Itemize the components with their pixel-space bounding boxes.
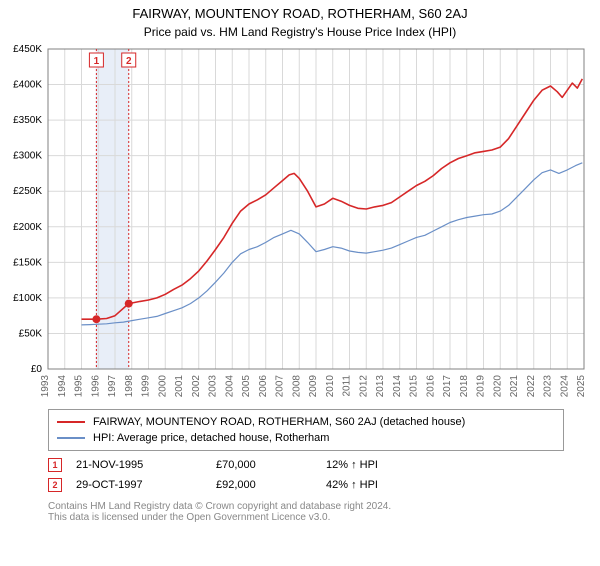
svg-text:2015: 2015 [409, 375, 420, 398]
svg-text:2013: 2013 [375, 375, 386, 398]
svg-text:2021: 2021 [509, 375, 520, 398]
sale-row: 1 21-NOV-1995£70,00012% ↑ HPI [48, 455, 564, 475]
footer-line-2: This data is licensed under the Open Gov… [48, 512, 564, 523]
svg-text:£350K: £350K [13, 115, 42, 126]
svg-text:2012: 2012 [358, 375, 369, 398]
sale-marker: 2 [48, 478, 62, 492]
svg-text:2008: 2008 [291, 375, 302, 398]
svg-text:£150K: £150K [13, 257, 42, 268]
sale-hpi: 42% ↑ HPI [326, 479, 426, 491]
svg-text:2003: 2003 [208, 375, 219, 398]
sale-date: 21-NOV-1995 [76, 459, 216, 471]
svg-text:2018: 2018 [459, 375, 470, 398]
svg-text:2006: 2006 [258, 375, 269, 398]
legend-item: FAIRWAY, MOUNTENOY ROAD, ROTHERHAM, S60 … [57, 414, 555, 430]
svg-text:£450K: £450K [13, 44, 42, 55]
legend-label: HPI: Average price, detached house, Roth… [93, 432, 329, 444]
page-subtitle: Price paid vs. HM Land Registry's House … [0, 25, 600, 39]
svg-text:1997: 1997 [107, 375, 118, 398]
svg-text:2005: 2005 [241, 375, 252, 398]
svg-text:2023: 2023 [543, 375, 554, 398]
svg-text:1993: 1993 [40, 375, 51, 398]
svg-text:1994: 1994 [57, 375, 68, 398]
svg-text:2016: 2016 [425, 375, 436, 398]
svg-text:£400K: £400K [13, 80, 42, 91]
svg-text:£100K: £100K [13, 293, 42, 304]
svg-text:2024: 2024 [559, 375, 570, 398]
svg-text:1996: 1996 [90, 375, 101, 398]
legend-swatch [57, 437, 85, 439]
svg-text:2000: 2000 [157, 375, 168, 398]
sale-hpi: 12% ↑ HPI [326, 459, 426, 471]
svg-text:2017: 2017 [442, 375, 453, 398]
svg-text:£50K: £50K [19, 328, 43, 339]
svg-text:£0: £0 [31, 364, 43, 375]
svg-text:2022: 2022 [526, 375, 537, 398]
sales-table: 1 21-NOV-1995£70,00012% ↑ HPI 2 29-OCT-1997… [48, 455, 564, 495]
svg-text:1998: 1998 [124, 375, 135, 398]
legend: FAIRWAY, MOUNTENOY ROAD, ROTHERHAM, S60 … [48, 409, 564, 451]
svg-text:2002: 2002 [191, 375, 202, 398]
svg-text:2010: 2010 [325, 375, 336, 398]
svg-text:1995: 1995 [74, 375, 85, 398]
footer-line-1: Contains HM Land Registry data © Crown c… [48, 501, 564, 512]
sale-price: £92,000 [216, 479, 326, 491]
svg-text:2019: 2019 [476, 375, 487, 398]
svg-text:2025: 2025 [576, 375, 587, 398]
svg-text:2001: 2001 [174, 375, 185, 398]
page-title: FAIRWAY, MOUNTENOY ROAD, ROTHERHAM, S60 … [0, 6, 600, 21]
svg-text:2007: 2007 [275, 375, 286, 398]
svg-text:£300K: £300K [13, 151, 42, 162]
legend-swatch [57, 421, 85, 423]
legend-label: FAIRWAY, MOUNTENOY ROAD, ROTHERHAM, S60 … [93, 416, 465, 428]
svg-text:2004: 2004 [224, 375, 235, 398]
price-chart: £0 £50K £100K £150K £200K £250K £300K £350K £400… [0, 43, 600, 403]
svg-text:£200K: £200K [13, 222, 42, 233]
svg-text:£250K: £250K [13, 186, 42, 197]
svg-text:1: 1 [94, 56, 100, 67]
svg-text:2: 2 [126, 56, 132, 67]
svg-text:2020: 2020 [492, 375, 503, 398]
sale-marker: 1 [48, 458, 62, 472]
svg-text:2009: 2009 [308, 375, 319, 398]
svg-text:1999: 1999 [141, 375, 152, 398]
sale-row: 2 29-OCT-1997£92,00042% ↑ HPI [48, 475, 564, 495]
sale-price: £70,000 [216, 459, 326, 471]
legend-item: HPI: Average price, detached house, Roth… [57, 430, 555, 446]
sale-date: 29-OCT-1997 [76, 479, 216, 491]
svg-text:2014: 2014 [392, 375, 403, 398]
svg-text:2011: 2011 [342, 375, 353, 397]
